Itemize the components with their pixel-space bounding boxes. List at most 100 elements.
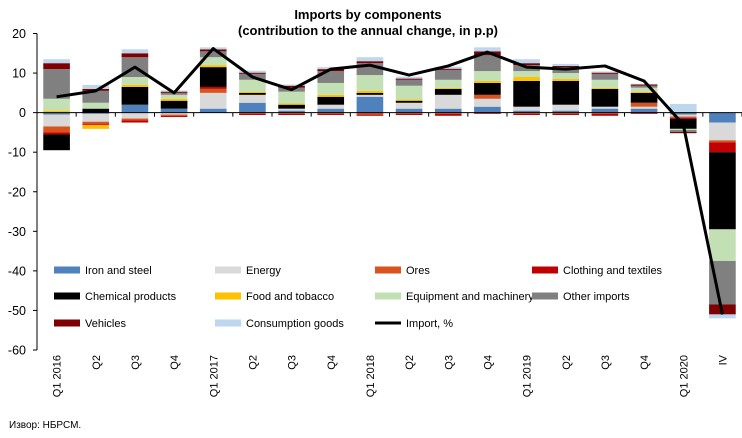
- x-tick-label: Q3: [130, 355, 142, 370]
- bar-segment: [434, 87, 462, 89]
- x-tick-label: Q3: [600, 355, 612, 370]
- bar-segment: [474, 94, 501, 99]
- bar-segment: [239, 94, 266, 103]
- legend-swatch: [375, 266, 401, 274]
- bar-segment: [239, 91, 266, 93]
- bar-segment: [121, 49, 149, 54]
- legend: Iron and steel Energy Ores Clothing and tex…: [54, 265, 663, 330]
- bar-segment: [395, 99, 423, 101]
- chart-subtitle: (contribution to the annual change, in p…: [238, 23, 498, 38]
- bar-segment: [395, 79, 423, 86]
- bar-segment: [552, 104, 580, 111]
- bar-segment: [239, 92, 266, 95]
- bar-segment: [513, 59, 540, 64]
- bar-segment: [199, 108, 227, 113]
- bar-segment: [43, 69, 70, 99]
- x-tick-label: Q2: [91, 355, 103, 370]
- bar-segment: [630, 106, 658, 109]
- bar-segment: [709, 140, 736, 143]
- bar-segment: [630, 102, 658, 107]
- bar-segment: [630, 87, 658, 92]
- legend-swatch: [532, 266, 558, 274]
- x-tick-label: Q1 2018: [365, 355, 377, 397]
- bar-segment: [630, 83, 658, 85]
- bar-segment: [121, 118, 149, 121]
- legend-swatch: [215, 266, 241, 274]
- bar-segment: [552, 113, 580, 115]
- bar-segment: [669, 116, 697, 118]
- y-tick-label: -20: [8, 185, 26, 199]
- bar-segment: [278, 103, 305, 105]
- bar-segment: [552, 73, 580, 79]
- import-line-layer: [56, 47, 724, 315]
- bar-segment: [199, 88, 227, 93]
- bar-segment: [513, 106, 540, 111]
- bar-segment: [43, 126, 70, 133]
- legend-label: Vehicles: [85, 318, 126, 330]
- bar-segment: [474, 106, 501, 113]
- bar-segment: [474, 80, 501, 83]
- bar-segment: [199, 65, 227, 68]
- bar-segment: [356, 63, 384, 76]
- bar-segment: [43, 110, 70, 113]
- bar-segment: [474, 112, 501, 114]
- bar-segment: [709, 152, 736, 230]
- source-note: Извор: НБРСМ.: [9, 420, 81, 431]
- bar-segment: [160, 108, 188, 113]
- y-tick-label: -10: [8, 146, 26, 160]
- legend-swatch: [54, 266, 80, 274]
- bar-segment: [395, 108, 423, 113]
- bar-segment: [43, 114, 70, 127]
- x-tick-label: Q4: [639, 355, 651, 370]
- legend-label: Consumption goods: [246, 318, 344, 330]
- bar-segment: [552, 80, 580, 105]
- x-tick-label: IV: [717, 354, 729, 365]
- bar-segment: [356, 90, 384, 93]
- bar-segment: [160, 100, 188, 109]
- bar-segment: [160, 112, 188, 115]
- legend-label: Other imports: [563, 291, 630, 303]
- bar-segment: [552, 110, 580, 113]
- legend-swatch: [375, 292, 401, 300]
- bar-segment: [239, 70, 266, 73]
- bar-segment: [669, 132, 697, 134]
- bar-segment: [591, 71, 619, 73]
- bar-segment: [356, 92, 384, 95]
- bar-segment: [434, 108, 462, 113]
- bar-segment: [121, 84, 149, 87]
- bar-segment: [434, 113, 462, 116]
- bar-segment: [278, 84, 305, 86]
- bar-segment: [317, 82, 345, 95]
- bar-segment: [278, 110, 305, 113]
- x-tick-label: Q2: [404, 355, 416, 370]
- bar-segment: [356, 61, 384, 64]
- bar-segment: [513, 80, 540, 107]
- bar-segment: [474, 71, 501, 81]
- bar-segment: [278, 112, 305, 114]
- bar-segment: [317, 113, 345, 115]
- bar-segment: [552, 79, 580, 81]
- bar-segment: [199, 57, 227, 66]
- y-tick-label: 10: [12, 67, 26, 81]
- x-tick-label: Q4: [169, 355, 181, 370]
- bar-segment: [513, 77, 540, 81]
- bar-segment: [669, 114, 697, 117]
- bar-segment: [630, 91, 658, 93]
- bar-segment: [239, 72, 266, 74]
- bar-segment: [356, 57, 384, 62]
- legend-swatch: [54, 319, 80, 327]
- legend-label: Equipment and machinery: [406, 291, 534, 303]
- bar-segment: [356, 112, 384, 115]
- bar-segment: [630, 108, 658, 113]
- x-tick-label: Q3: [443, 355, 455, 370]
- bar-segment: [317, 108, 345, 113]
- bar-segment: [356, 75, 384, 91]
- bar-segment: [160, 115, 188, 117]
- bar-segment: [513, 63, 540, 66]
- bar-segment: [552, 63, 580, 66]
- bar-segment: [395, 112, 423, 114]
- bar-segment: [630, 112, 658, 114]
- import-line: [56, 47, 724, 315]
- bar-segment: [474, 47, 501, 52]
